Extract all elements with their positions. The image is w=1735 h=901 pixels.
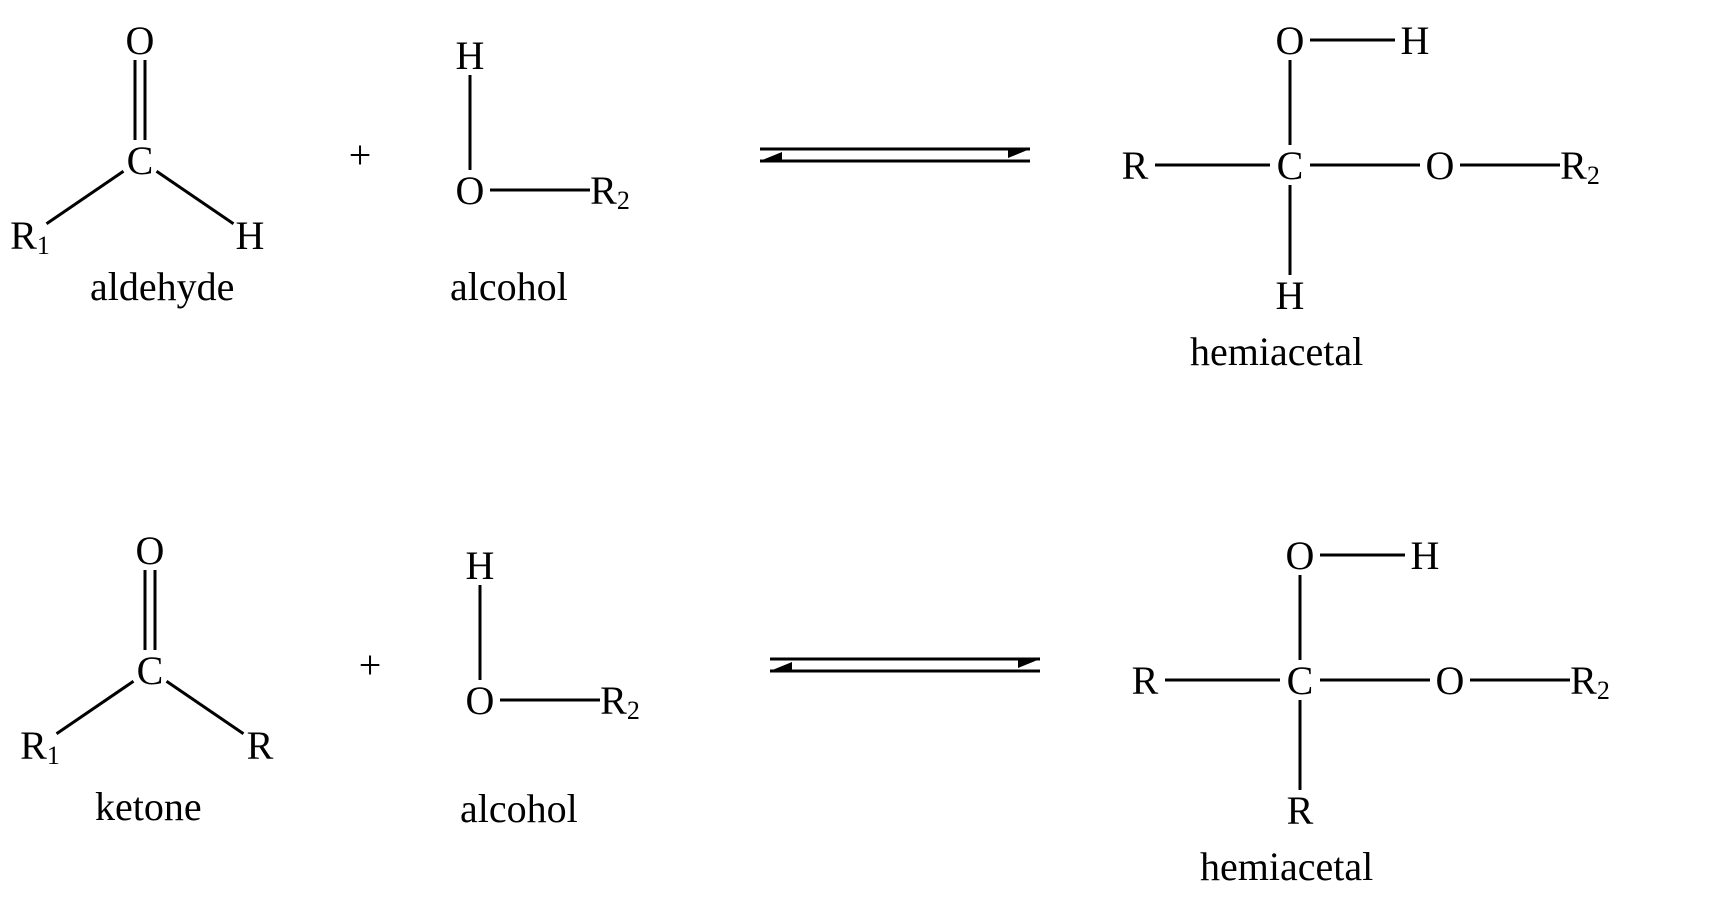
atom-label: R2 — [590, 168, 630, 215]
bond — [47, 171, 124, 223]
atom-label: H — [1276, 273, 1305, 318]
atom-label: O — [136, 528, 165, 573]
atom-label: C — [137, 648, 164, 693]
atom-label: R1 — [20, 723, 60, 770]
atom-label: O — [1426, 143, 1455, 188]
atom-label: R — [1287, 788, 1314, 833]
atom-label: H — [1401, 18, 1430, 63]
molecule-label: ketone — [95, 784, 202, 829]
plus-sign: + — [349, 133, 372, 178]
atom-label: R2 — [1560, 143, 1600, 190]
atom-label: H — [456, 33, 485, 78]
bond — [57, 681, 134, 733]
plus-sign: + — [359, 643, 382, 688]
bond — [157, 171, 234, 223]
arrow-head — [1008, 149, 1030, 158]
atom-label: C — [1277, 143, 1304, 188]
atom-label: R — [1132, 658, 1159, 703]
atom-label: R — [247, 723, 274, 768]
atom-label: R2 — [600, 678, 640, 725]
arrow-head — [770, 662, 792, 671]
atom-label: R — [1122, 143, 1149, 188]
molecule-label: aldehyde — [90, 264, 234, 309]
atom-label: O — [126, 18, 155, 63]
atom-label: H — [466, 543, 495, 588]
atom-label: O — [1286, 533, 1315, 578]
arrow-head — [1018, 659, 1040, 668]
molecule-label: hemiacetal — [1200, 844, 1373, 889]
molecule-label: alcohol — [460, 786, 578, 831]
atom-label: O — [456, 168, 485, 213]
atom-label: C — [127, 138, 154, 183]
atom-label: C — [1287, 658, 1314, 703]
molecule-label: hemiacetal — [1190, 329, 1363, 374]
atom-label: R2 — [1570, 658, 1610, 705]
atom-label: H — [236, 213, 265, 258]
atom-label: O — [466, 678, 495, 723]
bond — [167, 681, 244, 733]
atom-label: O — [1276, 18, 1305, 63]
atom-label: R1 — [10, 213, 50, 260]
atom-label: H — [1411, 533, 1440, 578]
molecule-label: alcohol — [450, 264, 568, 309]
reaction-diagram: C O R1 Haldehyde + H O R2 alcohol C O H R O R2 Hhemiace… — [0, 0, 1735, 901]
atom-label: O — [1436, 658, 1465, 703]
